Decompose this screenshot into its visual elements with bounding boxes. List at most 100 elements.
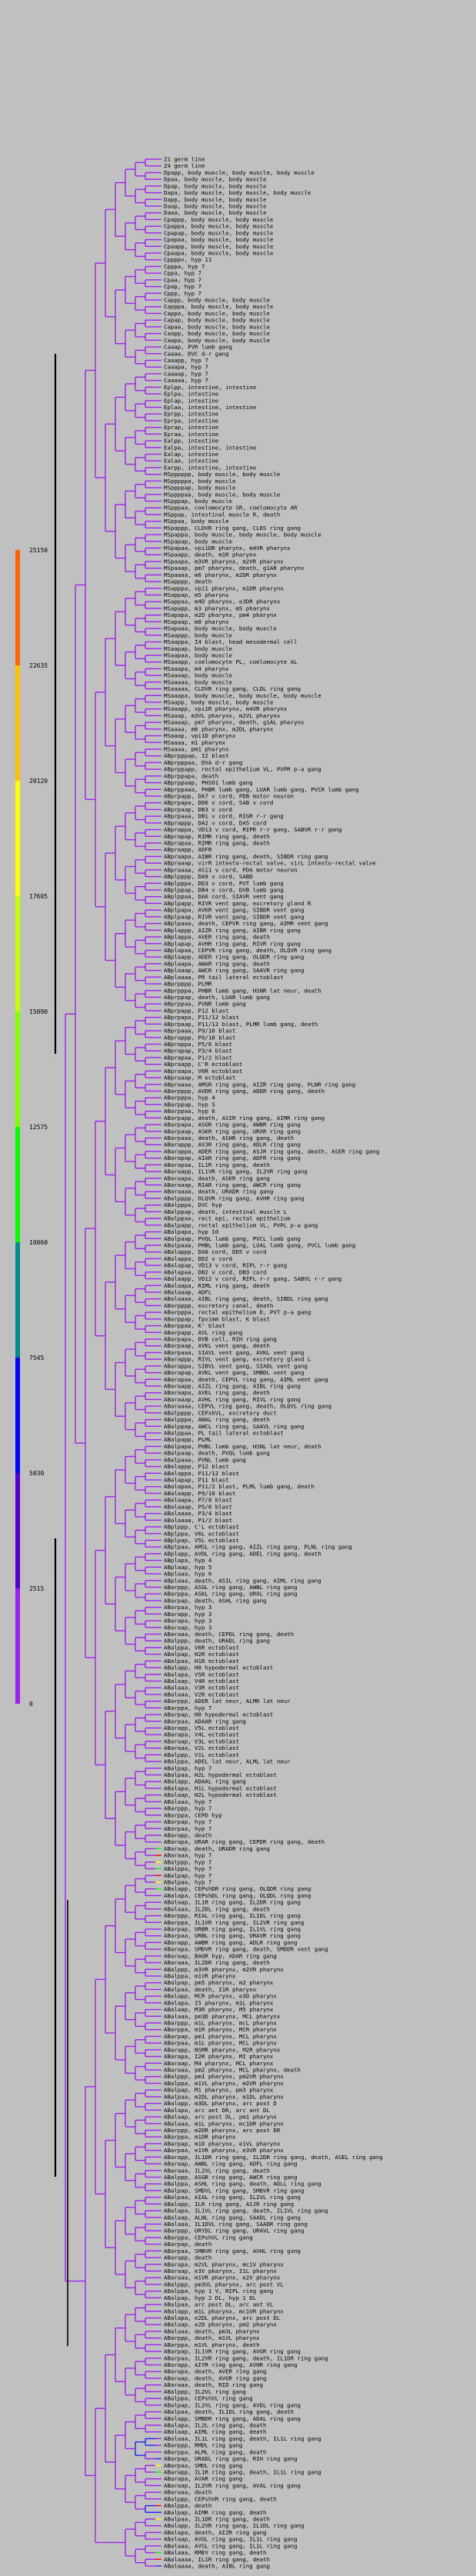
legend-segment bbox=[15, 1011, 20, 1127]
leaf-label: ABalppa, m1VL pharynx, m2VR pharynx bbox=[164, 2080, 284, 2087]
leaf-label: ABaraapp, IL1VR ring gang, IL2VR ring ga… bbox=[164, 1168, 308, 1175]
leaf-label: ABarpaap, AVKL vent gang, death bbox=[164, 1342, 270, 1349]
leaf-label: Dapp, body muscle, body muscle bbox=[164, 196, 267, 203]
leaf-label: MSppppap, body muscle bbox=[164, 485, 236, 492]
leaf-label: ABarapap, AIAR ring gang, ADFR ring gang bbox=[164, 1155, 301, 1161]
leaf-label: ABalppaa, rect epi, rectal epithelium bbox=[164, 1215, 291, 1222]
leaf-label: ABarapa, SMDVR ring gang, death, SMDDR v… bbox=[164, 1946, 328, 1953]
leaf-label: ABpraaaa, AS11 v cord, PDA motor neuron bbox=[164, 866, 298, 873]
leaf-label: ABpraapp, C'R ectoblast bbox=[164, 1061, 242, 1068]
leaf-label: Cpappp, body muscle, body muscle bbox=[164, 216, 274, 223]
leaf-label: ABplppap, DB4 v cord, DVB lumb gang bbox=[164, 887, 284, 894]
leaf-label: ABarpaaa, death, ASHR ring gang, death bbox=[164, 1135, 294, 1141]
leaf-label: ABarpppa, hyp 4 bbox=[164, 1095, 215, 1101]
leaf-label: ABarappp, RIVL vent gang, excretory glan… bbox=[164, 1356, 311, 1363]
leaf-label: ABplaaa, death, ASIL ring gang, AIML rin… bbox=[164, 1577, 321, 1584]
leaf-label: ABalapaa, DB2 v cord, DB3 cord bbox=[164, 1268, 267, 1275]
leaf-label: ABalppa, CEPshVL ring gang bbox=[164, 2395, 253, 2402]
leaf-label: ABprapap, RIMR ring gang, death bbox=[164, 833, 270, 840]
color-scale-legend: 2515022635201201760515090125751006075455… bbox=[15, 547, 48, 1708]
leaf-label: ABalpppp, CEPshVL, excretory duct bbox=[164, 1409, 277, 1416]
leaf-label: Cappp, body muscle, body muscle bbox=[164, 297, 270, 304]
leaf-label: ABplapap, AVHR ring gang, RIVR ring gang bbox=[164, 940, 301, 947]
legend-tick-label: 0 bbox=[29, 1701, 33, 1708]
leaf-label: MSpppppa, body muscle bbox=[164, 478, 236, 485]
leaf-label: ABarppa, ASKL ring gang, URXL ring gang bbox=[164, 1591, 298, 1598]
leaf-label: ABalappp, P12 blast bbox=[164, 1463, 229, 1470]
leaf-label: ABalaaa, death, pm3L pharynx bbox=[164, 2328, 260, 2334]
leaf-label: ABarapa, V4L ectoblast bbox=[164, 1731, 239, 1738]
leaf-label: Caaap, PVR lumb gang bbox=[164, 344, 232, 351]
leaf-label: ABalaap, AVGL ring gang, IL1L ring gang bbox=[164, 2536, 298, 2543]
leaf-label: ABarpaa, SMBVR ring gang, AVHL ring gang bbox=[164, 2248, 301, 2254]
leaf-label: ABpraaaa, AMSR ring gang, AIZR ring gang… bbox=[164, 1081, 355, 1088]
leaf-label: ABarppp, ADER lat neur, ALMR lat neur bbox=[164, 1698, 291, 1705]
leaf-label: ABalaaa, AVSL ring gang, IL1L ring gang bbox=[164, 2542, 298, 2549]
leaf-label: Cpaa, hyp 7 bbox=[164, 276, 201, 283]
leaf-label: ABplpaa, AMSL ring gang, AIZL ring gang,… bbox=[164, 1544, 352, 1551]
leaf-label: MSaaap, m3VL pharynx, m2VL pharynx bbox=[164, 712, 281, 719]
leaf-label: Cpapap, body muscle, body muscle bbox=[164, 229, 274, 236]
leaf-label: ABalppp, hyp 7 bbox=[164, 1858, 211, 1865]
leaf-label: MSaaaa, m1 pharynx bbox=[164, 739, 226, 746]
leaf-label: ABarapa, AVAR ring gang bbox=[164, 2475, 242, 2482]
leaf-label: Caaaap, hyp 7 bbox=[164, 370, 208, 377]
leaf-label: ABaraaa, V2L ectoblast bbox=[164, 1745, 239, 1751]
leaf-label: ABalaaa, IL2DL ring gang, death bbox=[164, 1905, 270, 1912]
leaf-label: Cpppa, hyp 7 bbox=[164, 263, 205, 270]
legend-tick-label: 2515 bbox=[29, 1585, 44, 1592]
leaf-label: ABaraaap, RIAR ring gang, AWCR ring gang bbox=[164, 1181, 301, 1188]
leaf-label: ABaraaa, m1VR pharynx, e2V pharynx bbox=[164, 2274, 281, 2281]
leaf-label: ABarppap, fpvimm blast, K blast bbox=[164, 1315, 270, 1322]
legend-tick-label: 12575 bbox=[29, 1124, 48, 1131]
leaf-label: ABarapap, AVKL vent gang, SMBDL vent gan… bbox=[164, 1369, 304, 1376]
leaf-label: ABalpaa, death, IL1DL ring gang, death bbox=[164, 2408, 294, 2415]
leaf-label: ABarppp, death, m1VL pharynx bbox=[164, 2334, 260, 2341]
leaf-label: ABprpppaa, DVA d-r gang bbox=[164, 759, 242, 766]
leaf-label: ABarpapp, AVL ring gang bbox=[164, 1329, 242, 1336]
leaf-label: ABprpaap, DB3 v cord bbox=[164, 806, 232, 813]
leaf-label: ABplpaap, RIVR vent gang, SIBDR vent gan… bbox=[164, 913, 304, 920]
leaf-label: ABalpap, IL2VL ring gang, AVDL ring gang bbox=[164, 2401, 301, 2408]
leaf-label: MSppaa, body muscle bbox=[164, 518, 229, 525]
leaf-label: ABalaap, M3R pharynx, M5 pharynx bbox=[164, 2006, 274, 2013]
leaf-label: ABalaapa, P7/8 blast bbox=[164, 1497, 232, 1504]
leaf-label: ABplaaaa, PR tail lateral ectoblast bbox=[164, 974, 284, 981]
leaf-label: Caaaaa, hyp 7 bbox=[164, 377, 208, 384]
leaf-label: ABplapaa, CEPVR ring gang, death, OLQVR … bbox=[164, 947, 331, 954]
leaf-label: ABprpaaa, P9/10 blast bbox=[164, 1028, 235, 1035]
legend-tick-label: 5030 bbox=[29, 1470, 44, 1477]
leaf-label: ABarppa, ALML ring gang, death bbox=[164, 2448, 267, 2455]
leaf-label: ABaraaaa, CEPVL ring gang, death, OLQVL … bbox=[164, 1403, 331, 1410]
leaf-label: ABalpap, hyp 2 DL, hyp 1 DL bbox=[164, 2294, 257, 2301]
leaf-label: ABplappa, AVER ring gang, death bbox=[164, 934, 270, 941]
leaf-label: MSaaaa, m6 pharynx, m2DL pharynx bbox=[164, 725, 274, 732]
leaf-label: ABalaaaa, P3/4 blast bbox=[164, 1510, 232, 1517]
leaf-label: ABarpaa, ADAAR ring gang bbox=[164, 1718, 246, 1725]
leaf-label: ABalaaa, IL1DVL ring gang, SAADR ring ga… bbox=[164, 2221, 308, 2228]
leaf-label: MSapaap, m8 pharynx bbox=[164, 618, 229, 625]
leaf-label: ABarppp, URYDL ring gang, URAVL ring gan… bbox=[164, 2228, 304, 2234]
leaf-label: Caaaa, DVC d-r gang bbox=[164, 350, 229, 357]
leaf-label: ABarppa, m1DR pharynx bbox=[164, 2134, 236, 2141]
leaf-label: ABaraap, e3V pharynx, I1L pharynx bbox=[164, 2268, 277, 2274]
leaf-label: MSppap, intestinal muscle R, death bbox=[164, 511, 280, 518]
leaf-label: Cappa, body muscle, body muscle bbox=[164, 310, 270, 317]
leaf-label: ABalpaaa, PHBL lumb gang, LUAL lumb gang… bbox=[164, 1241, 355, 1248]
leaf-label: ABarapa, hyp 3 bbox=[164, 1618, 211, 1625]
leaf-label: ABarppaa, hyp 6 bbox=[164, 1108, 215, 1115]
leaf-label: Eprpa, intestine bbox=[164, 417, 219, 424]
leaf-label: ABprpaaa, DB1 v cord, RIGR r-r gang bbox=[164, 813, 284, 820]
leaf-label: MSapppa, vpi1 pharynx, m1DR pharynx bbox=[164, 585, 284, 592]
leaf-label: ABalapap, VD13 v cord, RIPL r-r gang bbox=[164, 1262, 287, 1269]
legend-segment bbox=[15, 1473, 20, 1588]
leaf-label: ABarapaa, IL1R ring gang, death bbox=[164, 1161, 270, 1168]
leaf-label: Cppppv, hyp 11 bbox=[164, 256, 211, 263]
leaf-label: Dpap, body muscle, body muscle bbox=[164, 182, 267, 189]
leaf-label: MSaapaa, body muscle bbox=[164, 651, 233, 658]
leaf-label: MSppppaa, body muscle, body muscle bbox=[164, 491, 281, 498]
leaf-label: ABalapa, CEPshDL ring gang, OLQDL ring g… bbox=[164, 1892, 311, 1899]
leaf-label: ABalpapa, hyp 10 bbox=[164, 1228, 218, 1235]
leaf-label: ABarapp, AIYR ring gang, AVHR ring gang bbox=[164, 2361, 298, 2368]
legend-tick-label: 7545 bbox=[29, 1355, 44, 1361]
